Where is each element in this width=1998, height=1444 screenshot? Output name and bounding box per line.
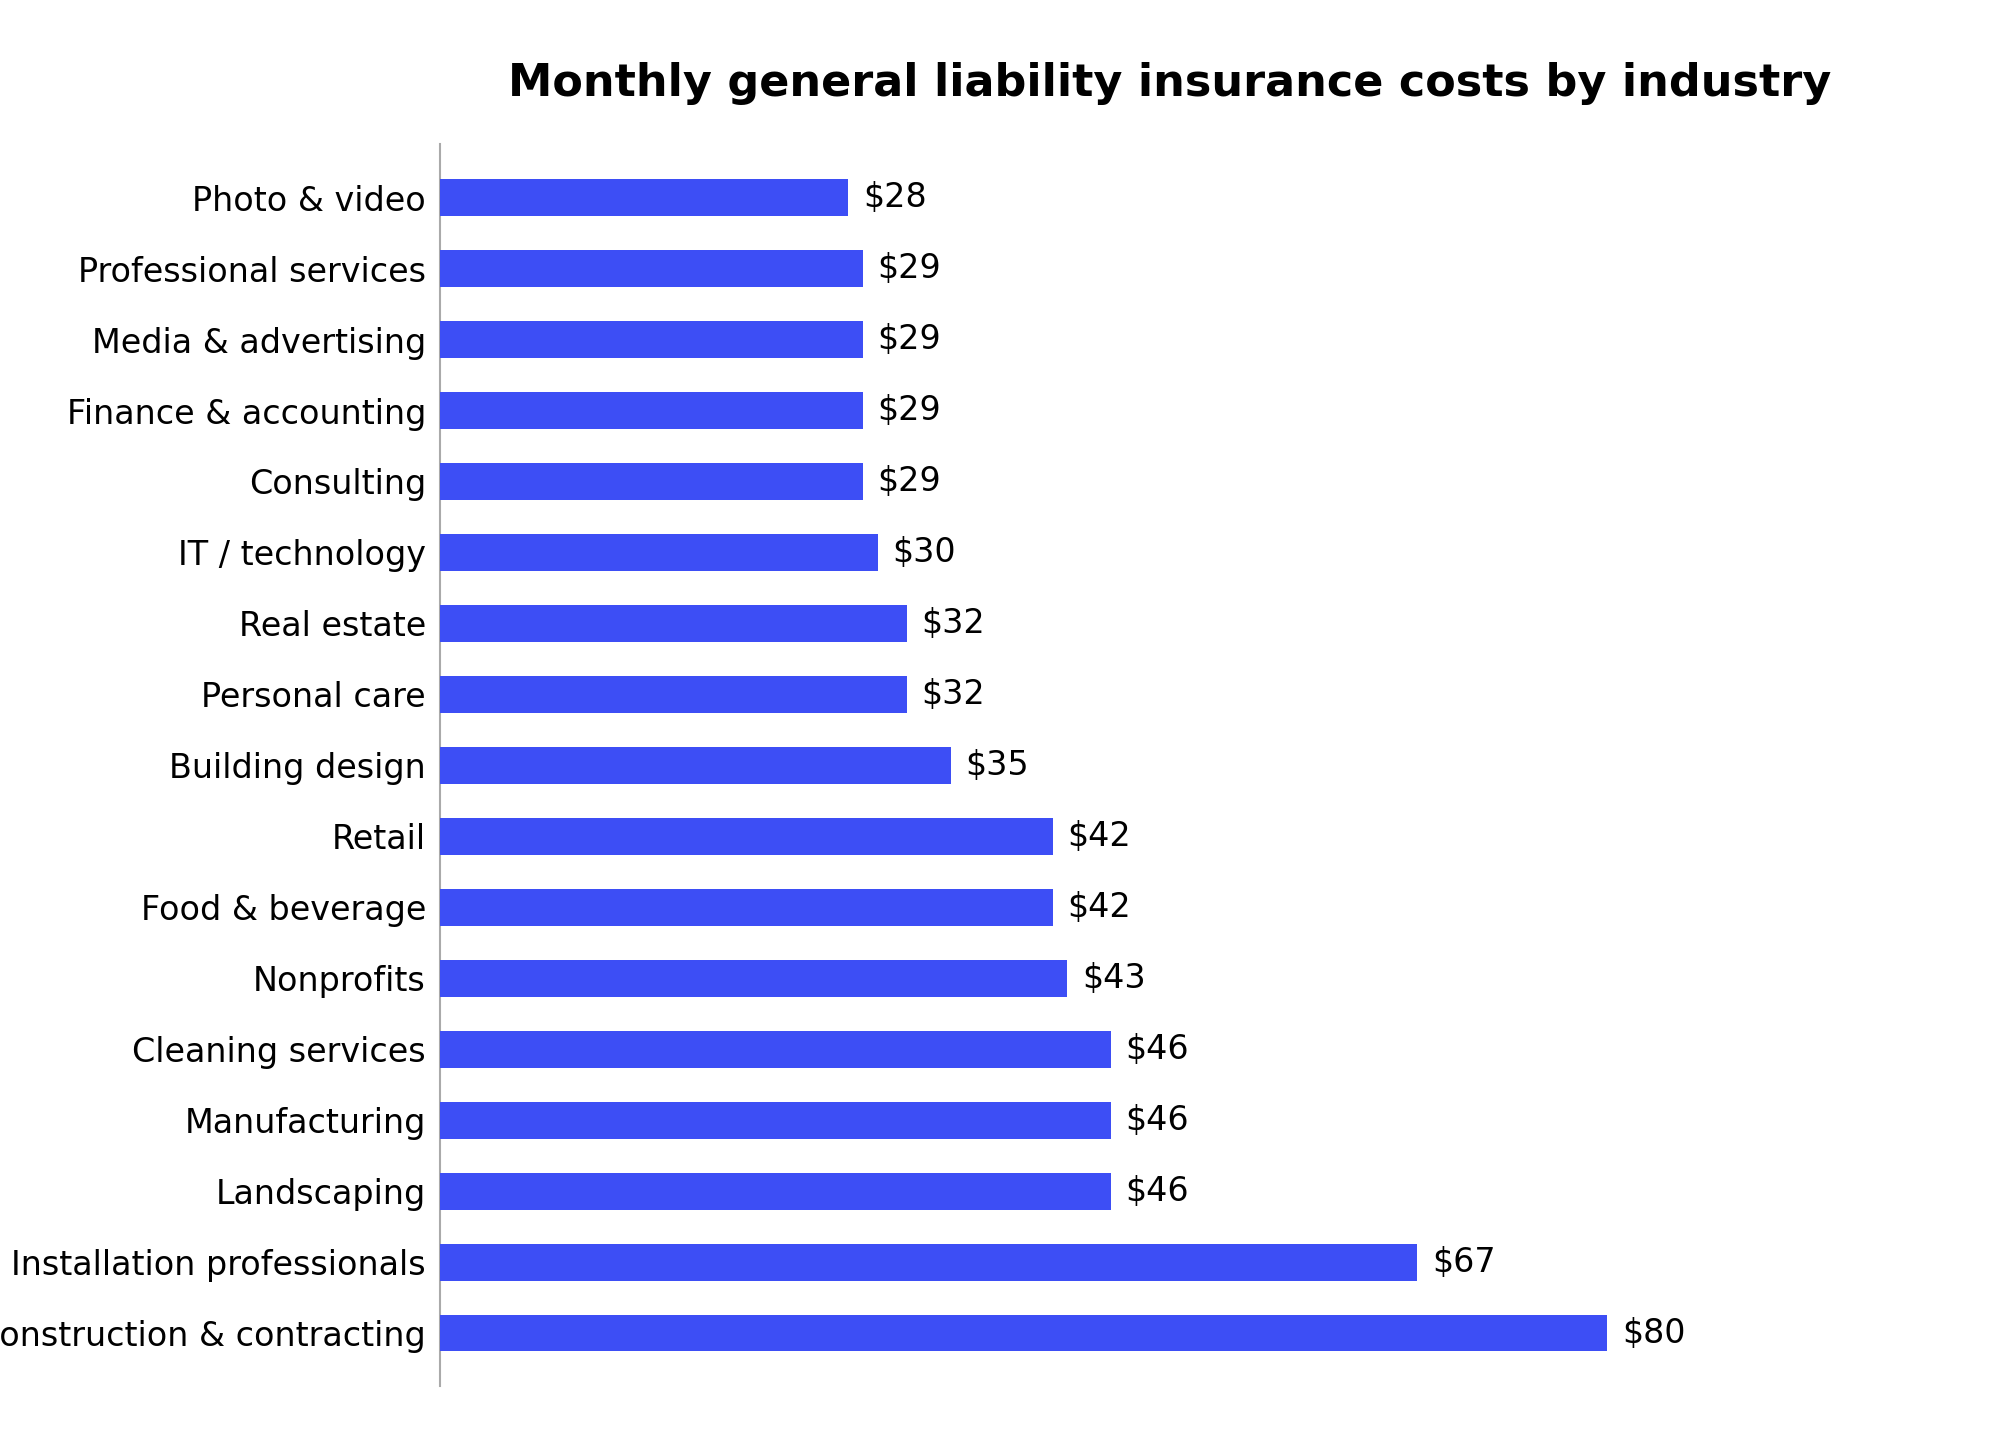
Bar xyxy=(440,393,863,429)
Text: $43: $43 xyxy=(1081,962,1145,995)
Bar xyxy=(440,1243,1417,1281)
Bar xyxy=(440,464,863,500)
Bar xyxy=(440,1102,1111,1138)
Bar xyxy=(440,605,907,641)
Text: $29: $29 xyxy=(877,465,941,498)
Text: $29: $29 xyxy=(877,253,941,284)
Text: $46: $46 xyxy=(1125,1174,1189,1207)
Title: Monthly general liability insurance costs by industry: Monthly general liability insurance cost… xyxy=(507,62,1830,105)
Text: $67: $67 xyxy=(1431,1246,1495,1278)
Bar xyxy=(440,1173,1111,1210)
Text: $29: $29 xyxy=(877,394,941,427)
Bar xyxy=(440,817,1053,855)
Bar xyxy=(440,960,1067,996)
Text: $30: $30 xyxy=(891,536,955,569)
Text: $42: $42 xyxy=(1067,891,1131,924)
Text: $32: $32 xyxy=(921,606,985,640)
Text: $46: $46 xyxy=(1125,1103,1189,1136)
Bar xyxy=(440,1031,1111,1067)
Bar xyxy=(440,321,863,358)
Text: $46: $46 xyxy=(1125,1032,1189,1066)
Bar xyxy=(440,534,877,570)
Bar xyxy=(440,179,847,217)
Text: $28: $28 xyxy=(863,180,927,214)
Bar xyxy=(440,890,1053,926)
Bar xyxy=(440,250,863,287)
Text: $42: $42 xyxy=(1067,820,1131,853)
Bar xyxy=(440,747,951,784)
Bar xyxy=(440,676,907,713)
Text: $32: $32 xyxy=(921,677,985,710)
Bar xyxy=(440,1314,1606,1352)
Text: $80: $80 xyxy=(1620,1317,1684,1350)
Text: $35: $35 xyxy=(965,749,1029,781)
Text: $29: $29 xyxy=(877,323,941,357)
